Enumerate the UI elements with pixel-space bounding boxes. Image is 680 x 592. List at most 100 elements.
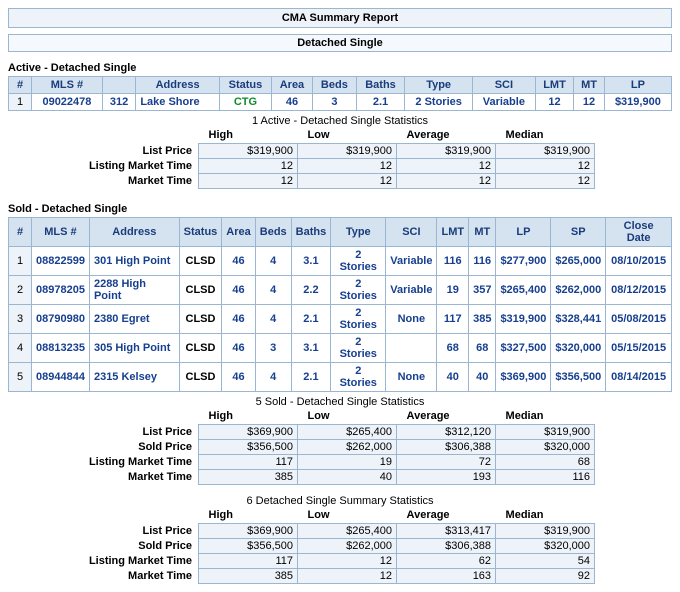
mls-link[interactable]: 09022478 bbox=[32, 94, 103, 111]
type: 2 Stories bbox=[331, 276, 386, 305]
stats-val: 12 bbox=[298, 174, 397, 189]
beds: 4 bbox=[255, 363, 291, 392]
stats-col: Median bbox=[496, 509, 595, 524]
type: 2 Stories bbox=[331, 247, 386, 276]
summary-stats: HighLowAverageMedianList Price$369,900$2… bbox=[85, 509, 595, 584]
beds: 3 bbox=[312, 94, 356, 111]
lmt: 116 bbox=[437, 247, 469, 276]
col-header: Close Date bbox=[606, 218, 672, 247]
sold-stats: HighLowAverageMedianList Price$369,900$2… bbox=[85, 410, 595, 485]
mls-link[interactable]: 08813235 bbox=[32, 334, 90, 363]
stats-val: $319,900 bbox=[496, 425, 595, 440]
stats-val: $265,400 bbox=[298, 425, 397, 440]
addr[interactable]: 2315 Kelsey bbox=[89, 363, 179, 392]
stats-val: 19 bbox=[298, 455, 397, 470]
stats-col: Low bbox=[298, 509, 397, 524]
stats-val: 62 bbox=[397, 554, 496, 569]
col-header: Status bbox=[179, 218, 222, 247]
addr[interactable]: 305 High Point bbox=[89, 334, 179, 363]
mt: 40 bbox=[469, 363, 496, 392]
stats-val: 72 bbox=[397, 455, 496, 470]
lp: $319,900 bbox=[496, 305, 551, 334]
baths: 2.1 bbox=[356, 94, 404, 111]
addr[interactable]: 301 High Point bbox=[89, 247, 179, 276]
stats-val: $319,900 bbox=[199, 144, 298, 159]
lmt: 40 bbox=[437, 363, 469, 392]
stats-col: Average bbox=[397, 129, 496, 144]
area: 46 bbox=[222, 305, 255, 334]
sci: Variable bbox=[386, 276, 437, 305]
stats-label: Market Time bbox=[85, 569, 199, 584]
stats-val: $319,900 bbox=[298, 144, 397, 159]
baths: 2.2 bbox=[291, 276, 331, 305]
beds: 3 bbox=[255, 334, 291, 363]
addr[interactable]: 2288 High Point bbox=[89, 276, 179, 305]
mls-link[interactable]: 08822599 bbox=[32, 247, 90, 276]
area: 46 bbox=[222, 363, 255, 392]
stats-val: $320,000 bbox=[496, 440, 595, 455]
close: 08/14/2015 bbox=[606, 363, 672, 392]
sci: None bbox=[386, 363, 437, 392]
mls-link[interactable]: 08944844 bbox=[32, 363, 90, 392]
stats-col: Low bbox=[298, 410, 397, 425]
area: 46 bbox=[272, 94, 313, 111]
col-header bbox=[102, 77, 135, 94]
stats-val: 163 bbox=[397, 569, 496, 584]
stats-val: 117 bbox=[199, 554, 298, 569]
stats-col: High bbox=[199, 129, 298, 144]
mls-link[interactable]: 08978205 bbox=[32, 276, 90, 305]
col-header: # bbox=[9, 77, 32, 94]
col-header: Address bbox=[89, 218, 179, 247]
mt: 357 bbox=[469, 276, 496, 305]
baths: 3.1 bbox=[291, 247, 331, 276]
stats-val: $319,900 bbox=[496, 144, 595, 159]
stats-label: List Price bbox=[85, 144, 199, 159]
col-header: # bbox=[9, 218, 32, 247]
addr[interactable]: Lake Shore bbox=[136, 94, 220, 111]
stats-val: 40 bbox=[298, 470, 397, 485]
lmt: 117 bbox=[437, 305, 469, 334]
stats-val: $320,000 bbox=[496, 539, 595, 554]
col-header: LMT bbox=[535, 77, 574, 94]
stats-label: Sold Price bbox=[85, 539, 199, 554]
col-header: MLS # bbox=[32, 77, 103, 94]
col-header: Address bbox=[136, 77, 220, 94]
col-header: MLS # bbox=[32, 218, 90, 247]
col-header: Baths bbox=[291, 218, 331, 247]
mt: 116 bbox=[469, 247, 496, 276]
stats-val: 12 bbox=[397, 174, 496, 189]
status: CLSD bbox=[179, 276, 222, 305]
stats-val: $312,120 bbox=[397, 425, 496, 440]
stats-val: $369,900 bbox=[199, 425, 298, 440]
baths: 2.1 bbox=[291, 305, 331, 334]
stats-val: 92 bbox=[496, 569, 595, 584]
lp: $265,400 bbox=[496, 276, 551, 305]
addr-num[interactable]: 312 bbox=[102, 94, 135, 111]
mls-link[interactable]: 08790980 bbox=[32, 305, 90, 334]
mt: 12 bbox=[574, 94, 604, 111]
addr[interactable]: 2380 Egret bbox=[89, 305, 179, 334]
active-stats: HighLowAverageMedianList Price$319,900$3… bbox=[85, 129, 595, 189]
report-title: CMA Summary Report bbox=[8, 8, 672, 28]
close: 05/15/2015 bbox=[606, 334, 672, 363]
stats-val: 385 bbox=[199, 470, 298, 485]
stats-val: 12 bbox=[496, 174, 595, 189]
col-header: LP bbox=[604, 77, 671, 94]
type: 2 Stories bbox=[331, 305, 386, 334]
stats-val: 193 bbox=[397, 470, 496, 485]
lp: $277,900 bbox=[496, 247, 551, 276]
col-header: SCI bbox=[473, 77, 536, 94]
summary-stats-title: 6 Detached Single Summary Statistics bbox=[8, 495, 672, 507]
row-num: 4 bbox=[9, 334, 32, 363]
mt: 385 bbox=[469, 305, 496, 334]
stats-label: Listing Market Time bbox=[85, 554, 199, 569]
stats-val: 68 bbox=[496, 455, 595, 470]
col-header: MT bbox=[469, 218, 496, 247]
close: 08/12/2015 bbox=[606, 276, 672, 305]
stats-val: 12 bbox=[298, 554, 397, 569]
stats-val: 12 bbox=[496, 159, 595, 174]
stats-val: $319,900 bbox=[397, 144, 496, 159]
sci: None bbox=[386, 305, 437, 334]
stats-val: $262,000 bbox=[298, 539, 397, 554]
row-num: 2 bbox=[9, 276, 32, 305]
